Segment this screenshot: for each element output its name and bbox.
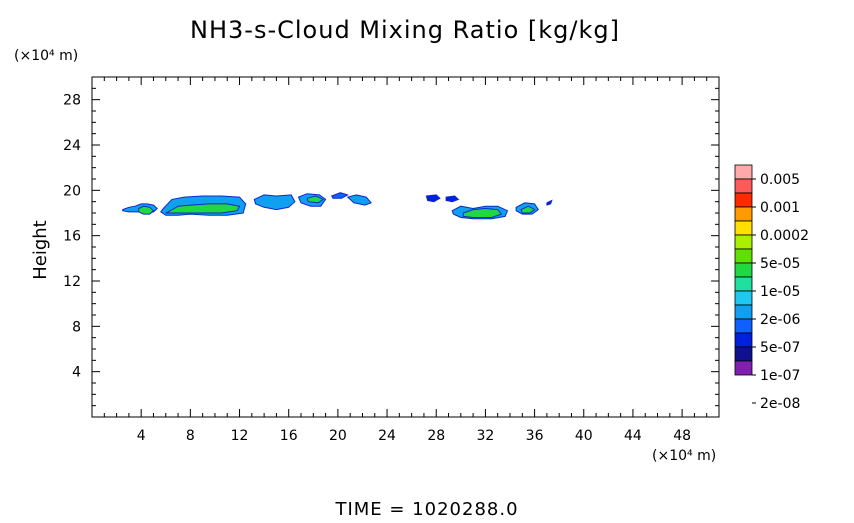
legend-label: 2e-08 bbox=[760, 396, 800, 412]
x-tick-label: 44 bbox=[624, 428, 642, 444]
y-axis-label: Height bbox=[30, 220, 51, 280]
legend-swatch bbox=[734, 164, 753, 180]
y-tick-label: 4 bbox=[72, 365, 81, 381]
legend-swatch bbox=[734, 346, 753, 362]
legend-swatch bbox=[734, 276, 753, 292]
y-tick-label: 16 bbox=[63, 229, 81, 245]
cloud-patch-13 bbox=[462, 207, 503, 218]
x-tick-label: 4 bbox=[137, 428, 146, 444]
legend-swatch bbox=[734, 206, 753, 222]
y-tick-label: 24 bbox=[63, 138, 81, 154]
legend-swatch bbox=[734, 290, 753, 306]
legend-label: 5e-07 bbox=[760, 340, 800, 356]
y-tick-label: 20 bbox=[63, 183, 81, 199]
x-tick-label: 20 bbox=[329, 428, 347, 444]
cloud-patch-5 bbox=[253, 194, 296, 211]
cloud-patch-9 bbox=[330, 192, 349, 199]
legend-label: 2e-06 bbox=[760, 312, 800, 328]
y-tick-label: 8 bbox=[72, 319, 81, 335]
legend-swatch bbox=[734, 262, 753, 278]
y-tick-label: 28 bbox=[63, 93, 81, 109]
cloud-patch-7 bbox=[306, 195, 325, 204]
legend-swatch bbox=[734, 304, 753, 320]
cloud-patch-8 bbox=[346, 194, 372, 206]
legend-swatch bbox=[734, 234, 753, 250]
legend-label: 0.005 bbox=[760, 172, 800, 188]
y-axis-unit: (×10⁴ m) bbox=[14, 48, 78, 64]
legend-label: 1e-05 bbox=[760, 284, 800, 300]
x-tick-label: 12 bbox=[231, 428, 249, 444]
cloud-patch-4 bbox=[165, 203, 241, 214]
x-axis-unit: (×10⁴ m) bbox=[652, 448, 716, 464]
legend-label: 0.001 bbox=[760, 200, 800, 216]
chart-title: NH3-s-Cloud Mixing Ratio [kg/kg] bbox=[190, 16, 620, 44]
cloud-patch-16 bbox=[546, 199, 553, 206]
time-label: TIME = 1020288.0 bbox=[334, 499, 518, 519]
x-tick-label: 8 bbox=[186, 428, 195, 444]
legend-swatch bbox=[734, 318, 753, 334]
y-tick-label: 12 bbox=[63, 274, 81, 290]
legend-swatch bbox=[734, 248, 753, 264]
x-tick-label: 32 bbox=[476, 428, 494, 444]
x-tick-label: 40 bbox=[575, 428, 593, 444]
cloud-patch-2 bbox=[138, 205, 155, 215]
cloud-patch-11 bbox=[445, 195, 460, 203]
cloud-patch-10 bbox=[425, 194, 441, 203]
legend-label: 1e-07 bbox=[760, 368, 800, 384]
legend-swatch bbox=[734, 332, 753, 348]
x-tick-label: 16 bbox=[280, 428, 298, 444]
legend-swatch bbox=[734, 220, 753, 236]
x-tick-label: 28 bbox=[427, 428, 445, 444]
x-tick-label: 48 bbox=[673, 428, 691, 444]
legend-label: 5e-05 bbox=[760, 256, 800, 272]
x-tick-label: 24 bbox=[378, 428, 396, 444]
legend-swatch bbox=[734, 360, 753, 376]
legend-label: 0.0002 bbox=[760, 228, 809, 244]
legend-swatch bbox=[734, 178, 753, 194]
plot-frame bbox=[91, 76, 720, 418]
x-tick-label: 36 bbox=[526, 428, 544, 444]
legend-swatch bbox=[734, 192, 753, 208]
cloud-patch-15 bbox=[520, 205, 536, 214]
color-legend: 0.005 0.001 0.0002 5e-05 1e-05 2e-06 5e-07 1e-0… bbox=[734, 164, 809, 412]
